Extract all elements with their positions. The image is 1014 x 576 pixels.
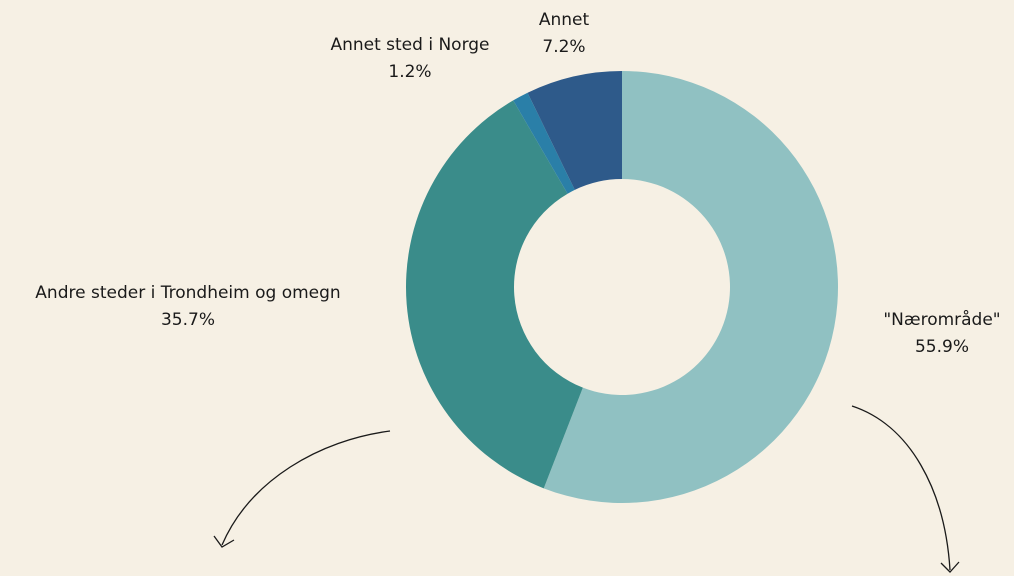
slice-value: 1.2% bbox=[388, 62, 431, 82]
arrow-right-head bbox=[940, 561, 960, 573]
arrow-left-head bbox=[213, 535, 235, 548]
slice-value: 35.7% bbox=[161, 310, 215, 330]
arrow-right bbox=[851, 405, 951, 571]
slice-value: 7.2% bbox=[542, 37, 585, 57]
slice-label: Annet sted i Norge bbox=[330, 35, 489, 55]
pie-slice bbox=[543, 71, 838, 503]
arrow-left bbox=[221, 430, 391, 546]
slice-label: "Nærområde" bbox=[883, 309, 1000, 330]
slice-label: Annet bbox=[539, 10, 590, 30]
pie-slice bbox=[406, 100, 583, 489]
pie-slice bbox=[513, 92, 575, 194]
slice-label: Andre steder i Trondheim og omegn bbox=[35, 283, 340, 303]
slice-value: 55.9% bbox=[915, 337, 969, 357]
pie-slice bbox=[527, 71, 622, 190]
